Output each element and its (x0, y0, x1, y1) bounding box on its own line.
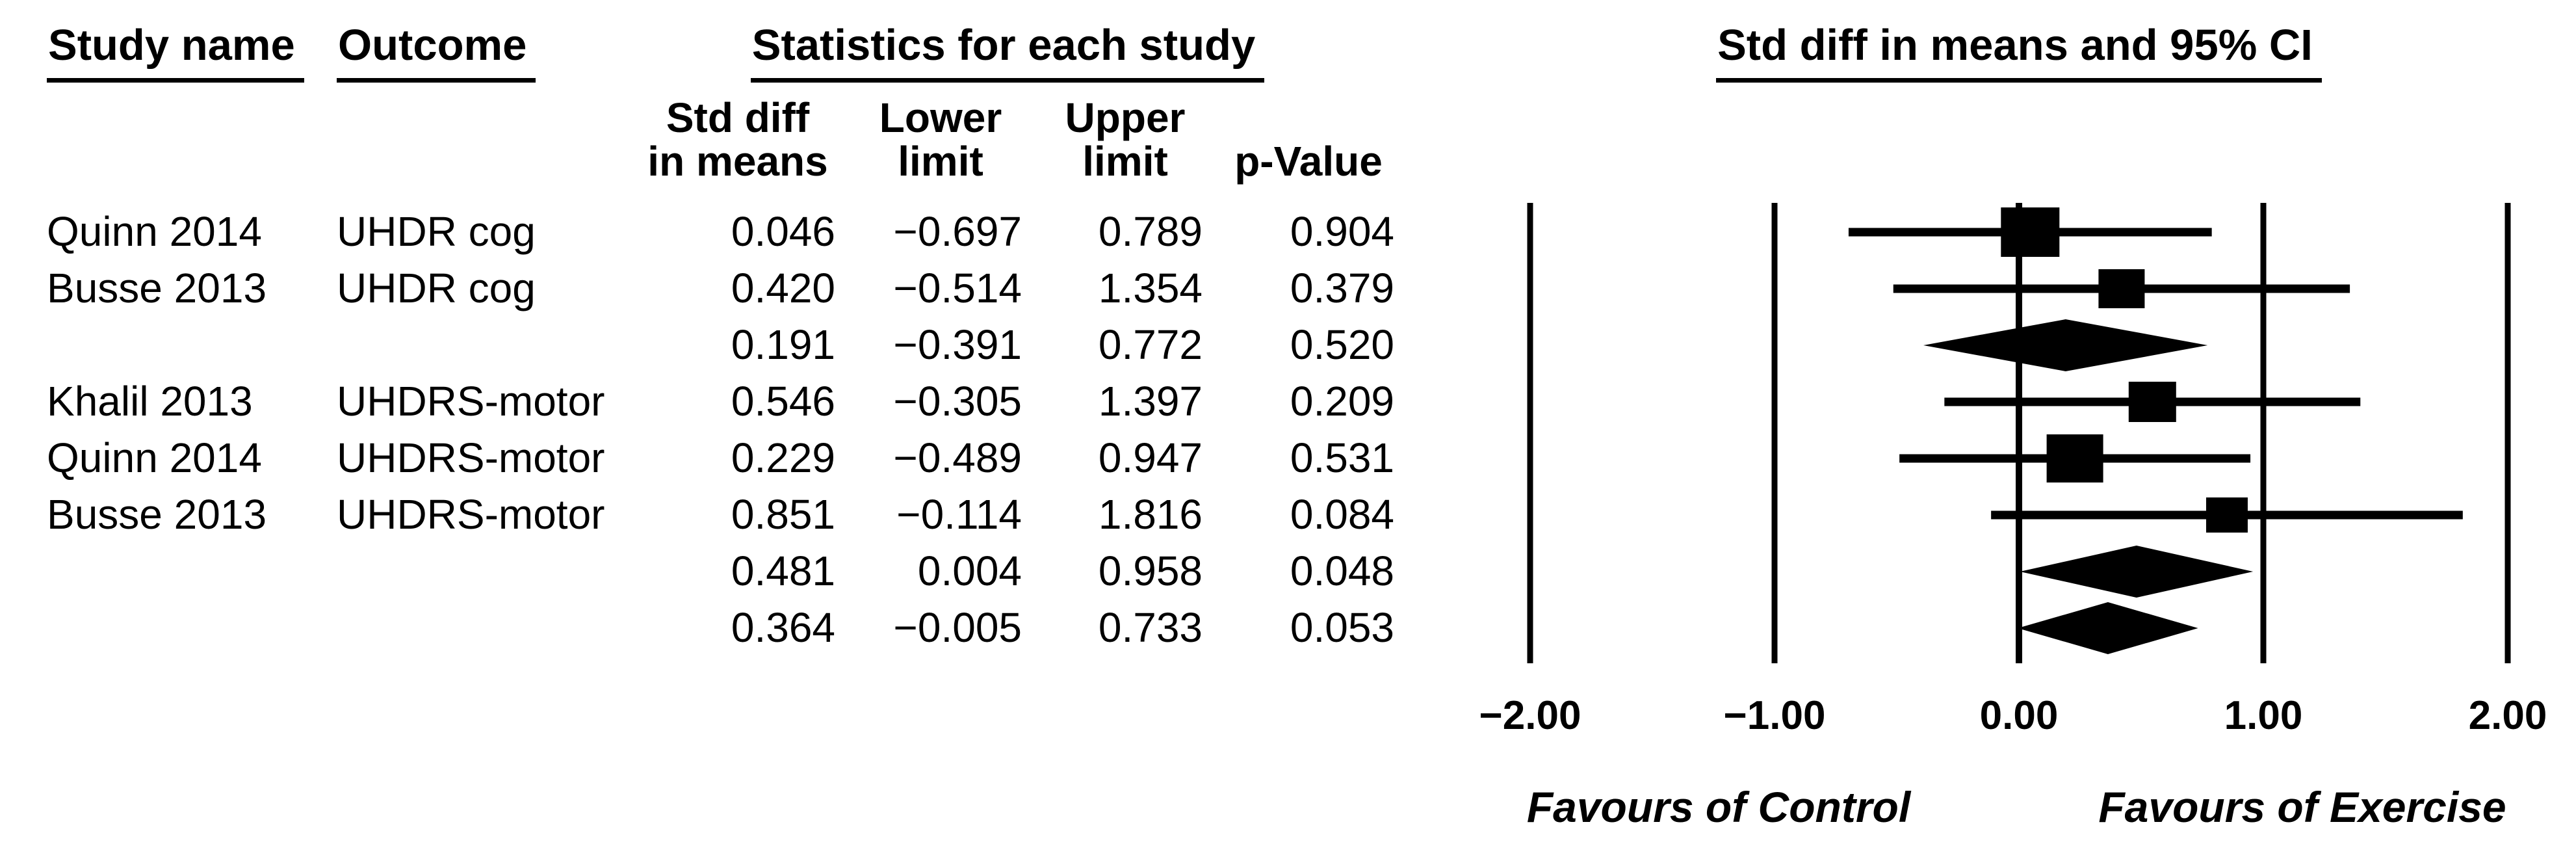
table-row: 0.191 −0.391 0.772 0.520 (0, 317, 1430, 373)
outcome-cell: UHDR cog (337, 208, 536, 255)
p-value-cell: 0.520 (1290, 321, 1394, 368)
upper-limit-header-line2: limit (1082, 138, 1168, 185)
study-name-cell: Quinn 2014 (47, 208, 262, 255)
table-row: Khalil 2013 UHDRS-motor 0.546 −0.305 1.397 0.… (0, 373, 1430, 430)
upper-limit-cell: 1.397 (1098, 378, 1203, 425)
lower-limit-header-line2: limit (898, 138, 983, 185)
upper-limit-column-header: Upper limit (1031, 91, 1219, 183)
p-value-cell: 0.053 (1290, 604, 1394, 651)
std-diff-cell: 0.546 (731, 378, 835, 425)
effect-square (2128, 382, 2176, 422)
std-diff-cell: 0.364 (731, 604, 835, 651)
std-diff-cell: 0.229 (731, 434, 835, 481)
table-row: Busse 2013 UHDR cog 0.420 −0.514 1.354 0.379 (0, 260, 1430, 317)
effect-square (2001, 207, 2060, 257)
x-axis-tick-label: 0.00 (1979, 693, 2059, 738)
lower-limit-cell: −0.305 (893, 378, 1022, 425)
table-row: Busse 2013 UHDRS-motor 0.851 −0.114 1.816 0.0… (0, 486, 1430, 543)
plot-title-text: Std diff in means and 95% CI (1716, 22, 2322, 83)
x-axis-tick-label: −1.00 (1723, 693, 1826, 738)
std-diff-cell: 0.046 (731, 208, 835, 255)
outcome-cell: UHDRS-motor (337, 378, 605, 425)
favours-left-label: Favours of Control (1526, 783, 1911, 831)
effect-square (2205, 497, 2248, 533)
outcome-header-text: Outcome (337, 22, 536, 83)
table-row: 0.364 −0.005 0.733 0.053 (0, 600, 1430, 656)
lower-limit-cell: −0.391 (893, 321, 1022, 368)
std-diff-column-header: Std diff in means (640, 91, 835, 183)
effect-square (2046, 434, 2103, 482)
lower-limit-column-header: Lower limit (846, 91, 1035, 183)
lower-limit-cell: −0.697 (893, 208, 1022, 255)
x-axis-tick-label: 2.00 (2468, 693, 2547, 738)
std-diff-header-line1: Std diff (666, 94, 810, 141)
p-value-cell: 0.904 (1290, 208, 1394, 255)
std-diff-cell: 0.420 (731, 265, 835, 311)
lower-limit-cell: −0.114 (896, 491, 1022, 538)
lower-limit-cell: −0.489 (893, 434, 1022, 481)
p-value-cell: 0.379 (1290, 265, 1394, 311)
std-diff-cell: 0.851 (731, 491, 835, 538)
p-value-cell: 0.209 (1290, 378, 1394, 425)
summary-diamond (1923, 319, 2208, 371)
upper-limit-cell: 0.947 (1098, 434, 1203, 481)
outcome-cell: UHDRS-motor (337, 491, 605, 538)
lower-limit-cell: −0.514 (893, 265, 1022, 311)
p-value-header-text: p-Value (1234, 138, 1383, 185)
outcome-cell: UHDR cog (337, 265, 536, 311)
study-name-cell: Quinn 2014 (47, 434, 262, 481)
x-axis-tick-label: −2.00 (1479, 693, 1581, 738)
p-value-cell: 0.531 (1290, 434, 1394, 481)
upper-limit-cell: 0.772 (1098, 321, 1203, 368)
table-row: Quinn 2014 UHDRS-motor 0.229 −0.489 0.947 0.5… (0, 430, 1430, 486)
upper-limit-cell: 1.354 (1098, 265, 1203, 311)
upper-limit-cell: 1.816 (1098, 491, 1203, 538)
study-name-cell: Busse 2013 (47, 491, 267, 538)
lower-limit-cell: −0.005 (893, 604, 1022, 651)
p-value-cell: 0.048 (1290, 548, 1394, 594)
x-axis-tick-label: 1.00 (2224, 693, 2303, 738)
upper-limit-cell: 0.789 (1098, 208, 1203, 255)
p-value-cell: 0.084 (1290, 491, 1394, 538)
plot-title: Std diff in means and 95% CI (1661, 22, 2376, 83)
statistics-group-header: Statistics for each study (650, 22, 1365, 83)
favours-right-label: Favours of Exercise (2098, 783, 2506, 831)
table-row: 0.481 0.004 0.958 0.048 (0, 543, 1430, 600)
study-name-cell: Khalil 2013 (47, 378, 253, 425)
study-name-header-text: Study name (47, 22, 304, 83)
upper-limit-cell: 0.733 (1098, 604, 1203, 651)
upper-limit-header-line1: Upper (1065, 94, 1186, 141)
summary-diamond (2020, 546, 2254, 598)
statistics-group-header-text: Statistics for each study (750, 22, 1265, 83)
study-name-cell: Busse 2013 (47, 265, 267, 311)
p-value-column-header: p-Value (1214, 91, 1403, 183)
outcome-cell: UHDRS-motor (337, 434, 605, 481)
table-row: Quinn 2014 UHDR cog 0.046 −0.697 0.789 0.904 (0, 204, 1430, 260)
summary-diamond (2018, 602, 2198, 654)
study-name-header: Study name (47, 22, 304, 83)
upper-limit-cell: 0.958 (1098, 548, 1203, 594)
effect-square (2098, 269, 2145, 308)
outcome-header: Outcome (337, 22, 536, 83)
std-diff-header-line2: in means (647, 138, 828, 185)
std-diff-cell: 0.481 (731, 548, 835, 594)
lower-limit-header-line1: Lower (879, 94, 1002, 141)
std-diff-cell: 0.191 (731, 321, 835, 368)
lower-limit-cell: 0.004 (917, 548, 1022, 594)
